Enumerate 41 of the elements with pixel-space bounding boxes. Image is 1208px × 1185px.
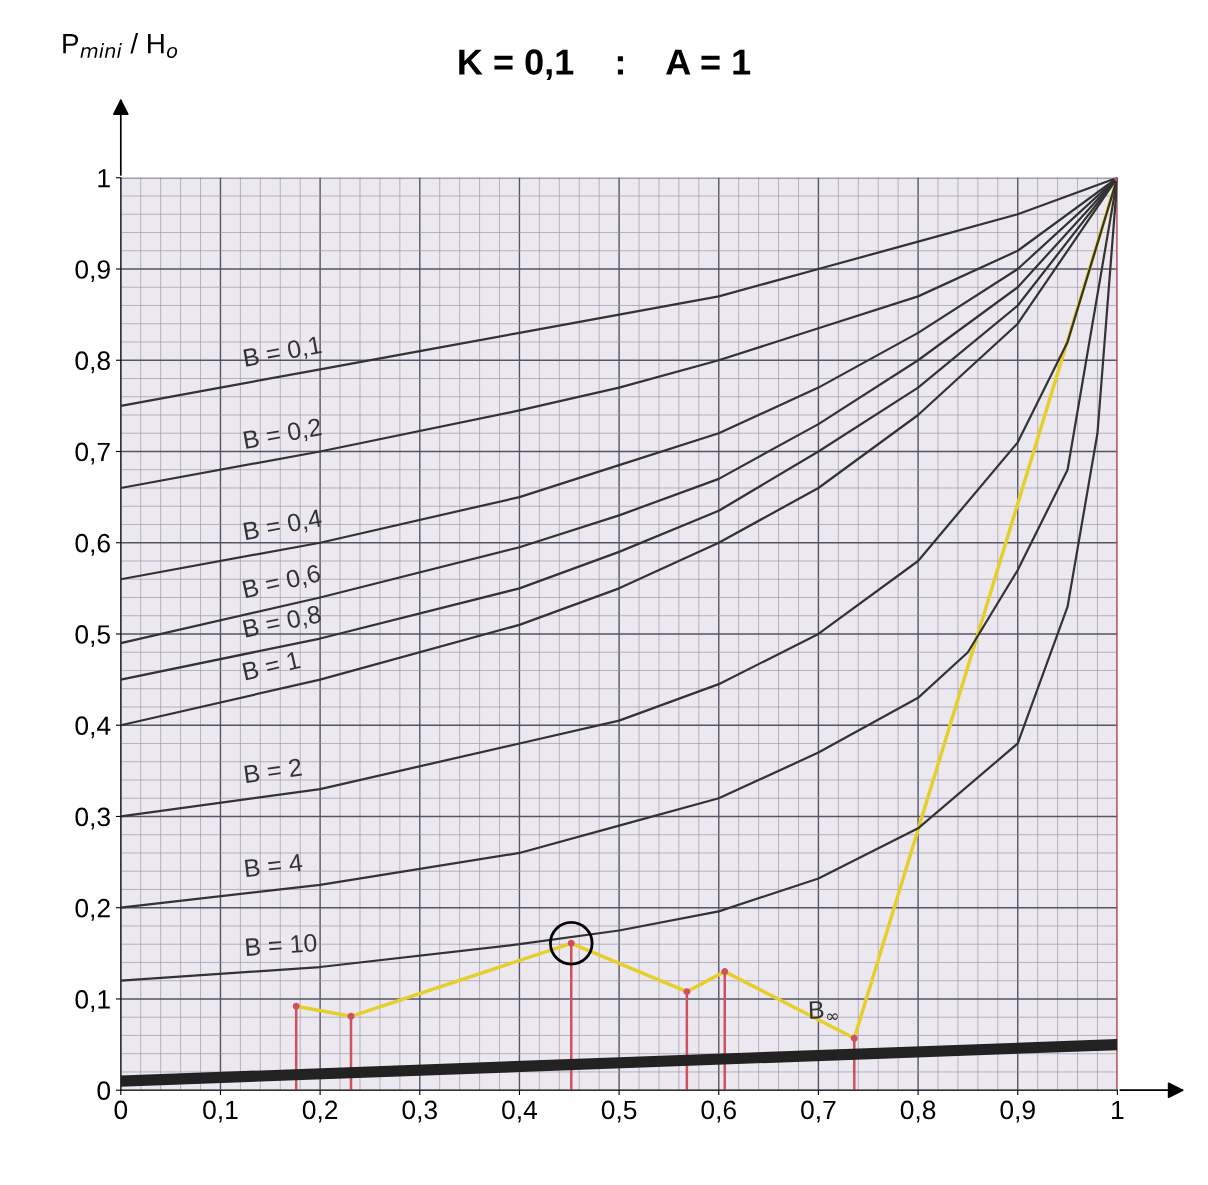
y-tick-label: 0,5 xyxy=(75,625,110,647)
text: P$_{mini}$ / H$_{o}$ xyxy=(63,33,178,59)
text: B = 0,2 xyxy=(243,417,323,452)
x-tick-label: 0,1 xyxy=(203,1100,238,1123)
point xyxy=(850,1034,858,1042)
y-tick-label: 0,2 xyxy=(75,898,110,921)
text: B = 1 xyxy=(242,651,301,681)
x-tick-label: 0,6 xyxy=(701,1100,736,1123)
x-tick-label: 0,3 xyxy=(402,1100,437,1123)
text: B = 4 xyxy=(244,853,303,878)
point xyxy=(292,1002,300,1010)
y-tick-label: 0,3 xyxy=(75,807,110,830)
point xyxy=(721,968,729,976)
series-label: B$_{∞}$ xyxy=(809,1000,838,1021)
x-tick-label: 0,8 xyxy=(900,1100,936,1123)
text: B = 0,4 xyxy=(243,508,323,544)
y-tick-label: 0,6 xyxy=(75,533,110,556)
point xyxy=(683,988,691,996)
text: B = 0,1 xyxy=(243,335,323,370)
y-tick-label: 0 xyxy=(97,1081,111,1101)
y-tick-label: 0,8 xyxy=(75,351,110,374)
x-tick-label: 0,7 xyxy=(801,1100,836,1123)
x-tick-label: 0,9 xyxy=(1000,1100,1035,1123)
x-tick-label: 0,2 xyxy=(302,1100,338,1123)
point xyxy=(347,1012,355,1020)
point xyxy=(549,921,594,966)
x-tick-label: 0 xyxy=(114,1100,128,1120)
y-tick-label: 0,9 xyxy=(75,260,110,282)
x-tick-label: 0,4 xyxy=(502,1100,538,1123)
series-label: B = 10 xyxy=(245,933,317,957)
chart-title: K = 0,1 : A = 1 xyxy=(459,49,751,81)
y-tick-label: 0,1 xyxy=(75,990,110,1012)
y-tick-label: 0,4 xyxy=(75,716,111,739)
y-tick-label: 0,7 xyxy=(75,442,110,465)
text: B = 0,6 xyxy=(242,563,322,602)
y-tick-label: 1 xyxy=(98,169,110,188)
point xyxy=(567,939,575,947)
x-tick-label: 1 xyxy=(1112,1100,1124,1120)
text: B = 0,8 xyxy=(242,604,323,641)
x-tick-label: 0,5 xyxy=(601,1100,637,1123)
text: B = 2 xyxy=(244,758,302,783)
